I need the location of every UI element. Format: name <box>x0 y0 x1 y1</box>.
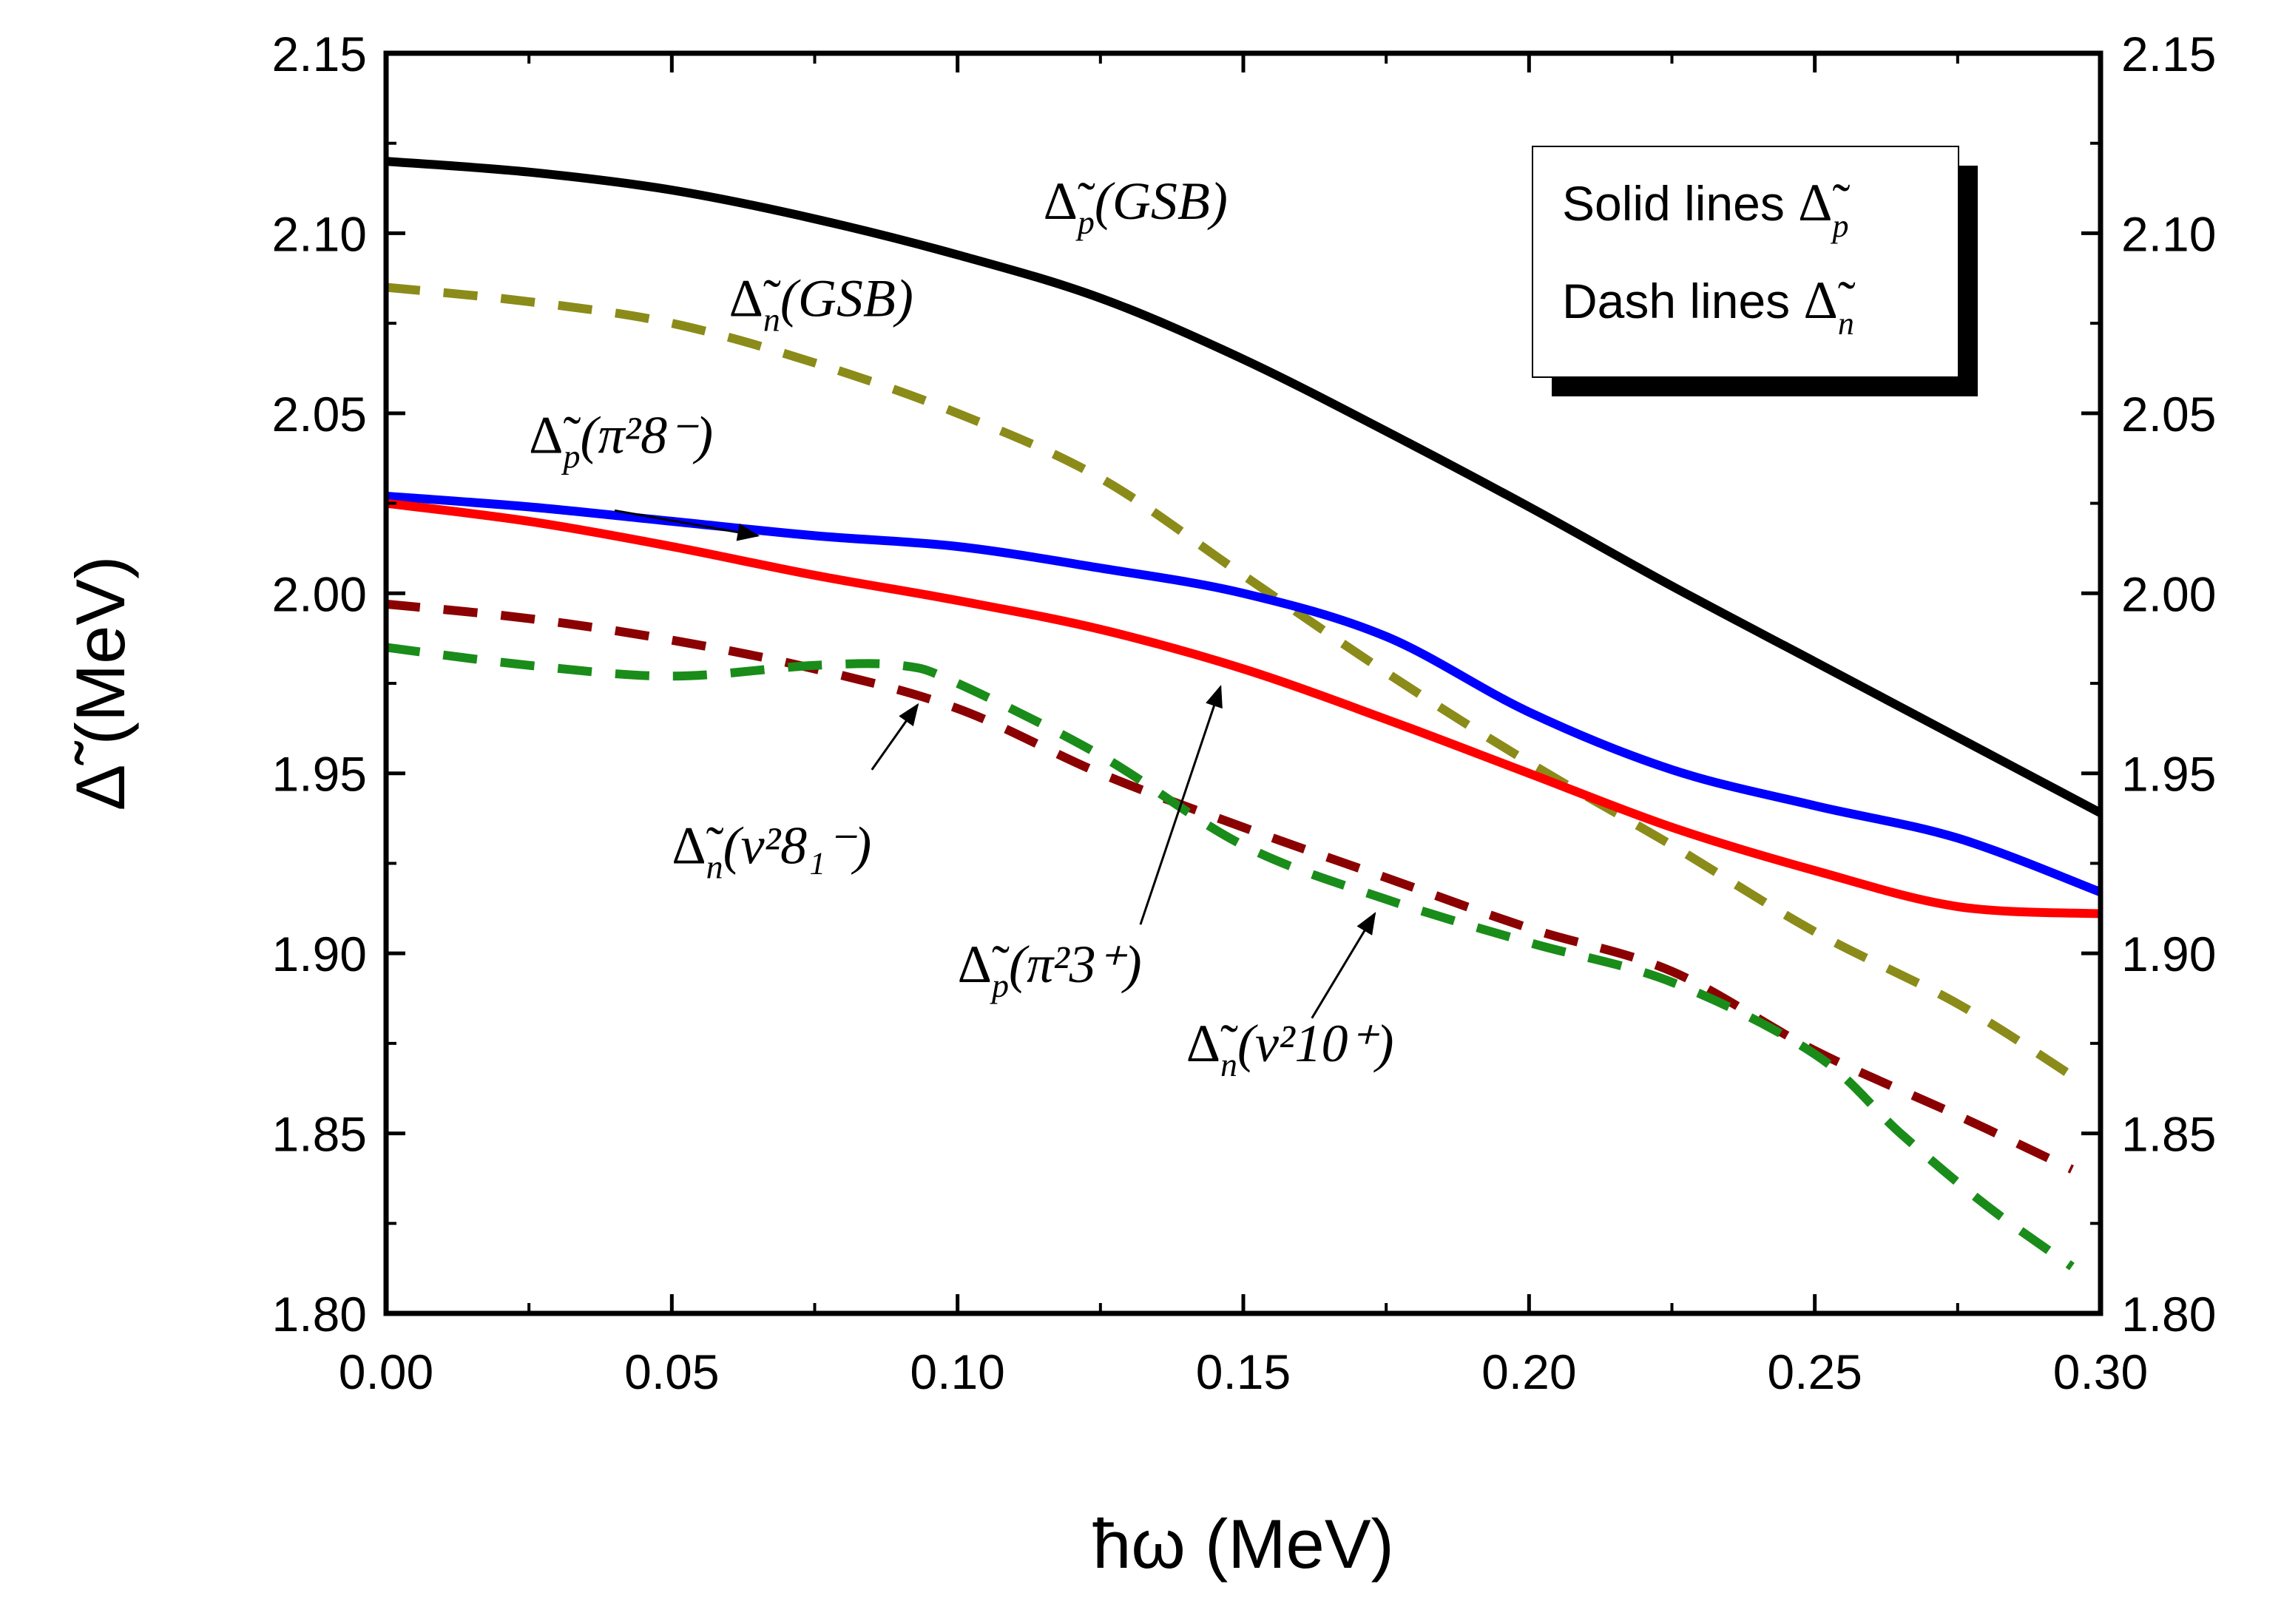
y-axis-title: Δ̃ (MeV) <box>61 556 139 811</box>
y-tick-label-left: 1.95 <box>272 747 367 802</box>
y-tick-label-left: 2.05 <box>272 387 367 441</box>
y-tick-label-right: 2.00 <box>2121 566 2216 621</box>
y-tick-label-left: 1.80 <box>272 1287 367 1342</box>
y-tick-label-right: 1.95 <box>2121 747 2216 802</box>
series-line <box>385 498 2101 918</box>
y-tick-label-left: 1.90 <box>272 927 367 981</box>
series-annotation: Δ̃p(π²8⁻) <box>529 405 760 541</box>
annotation-label: Δ̃n(ν²10⁺) <box>1186 1014 1394 1083</box>
x-axis-title: ħω (MeV) <box>1092 1505 1394 1583</box>
series-line <box>385 643 2075 1271</box>
y-tick-label-left: 1.85 <box>272 1107 367 1162</box>
y-tick-label-left: 2.00 <box>272 566 367 621</box>
y-tick-label-right: 2.10 <box>2121 206 2216 261</box>
x-tick-label: 0.30 <box>2053 1344 2148 1399</box>
series-line <box>385 599 2074 1174</box>
annotation-label: Δ̃n(GSB) <box>729 268 913 338</box>
tick-layer: 0.00 0.05 0.10 0.15 0.20 0.25 0.301.80 1.801.85… <box>272 27 2217 1399</box>
series-line <box>385 157 2103 817</box>
x-tick-label: 0.00 <box>339 1344 433 1399</box>
series-line <box>385 282 2075 1080</box>
y-tick-label-right: 1.80 <box>2121 1287 2216 1342</box>
annotation-label: Δ̃p(π²3⁺) <box>958 935 1142 1004</box>
x-tick-label: 0.10 <box>910 1344 1004 1399</box>
legend-entry: Solid lines Δ̃p <box>1562 173 1850 244</box>
annotation-arrow <box>871 703 919 771</box>
y-tick-label-right: 2.05 <box>2121 387 2216 441</box>
annotation-layer: Δ̃p(GSB) Δ̃n(GSB)Δ̃p(π²8⁻) Δ̃n(ν²8₁⁻) Δ̃p(π… <box>529 172 1393 1083</box>
series-annotation: Δ̃p(GSB) <box>1044 172 1228 241</box>
legend-box <box>1532 146 1959 378</box>
annotation-label: Δ̃n(ν²8₁⁻) <box>672 816 871 885</box>
annotation-label: Δ̃p(GSB) <box>1044 172 1228 241</box>
series-annotation: Δ̃n(ν²8₁⁻) <box>672 703 919 885</box>
y-tick-label-right: 1.85 <box>2121 1107 2216 1162</box>
series-annotation: Δ̃n(ν²10⁺) <box>1186 912 1394 1083</box>
y-tick-label-left: 2.15 <box>272 27 367 81</box>
series-annotation: Δ̃n(GSB) <box>729 268 913 338</box>
annotation-arrow <box>1311 912 1376 1019</box>
x-tick-label: 0.25 <box>1767 1344 1862 1399</box>
x-tick-label: 0.15 <box>1196 1344 1291 1399</box>
annotation-label: Δ̃p(π²8⁻) <box>529 405 713 475</box>
annotation-arrow <box>1139 685 1223 925</box>
annotation-arrow <box>614 509 760 541</box>
series-line <box>385 491 2103 897</box>
y-tick-label-right: 2.15 <box>2121 27 2216 81</box>
y-tick-label-left: 2.10 <box>272 206 367 261</box>
y-tick-label-right: 1.90 <box>2121 927 2216 981</box>
x-tick-label: 0.05 <box>624 1344 719 1399</box>
x-tick-label: 0.20 <box>1481 1344 1576 1399</box>
series-annotation: Δ̃p(π²3⁺) <box>958 685 1223 1004</box>
